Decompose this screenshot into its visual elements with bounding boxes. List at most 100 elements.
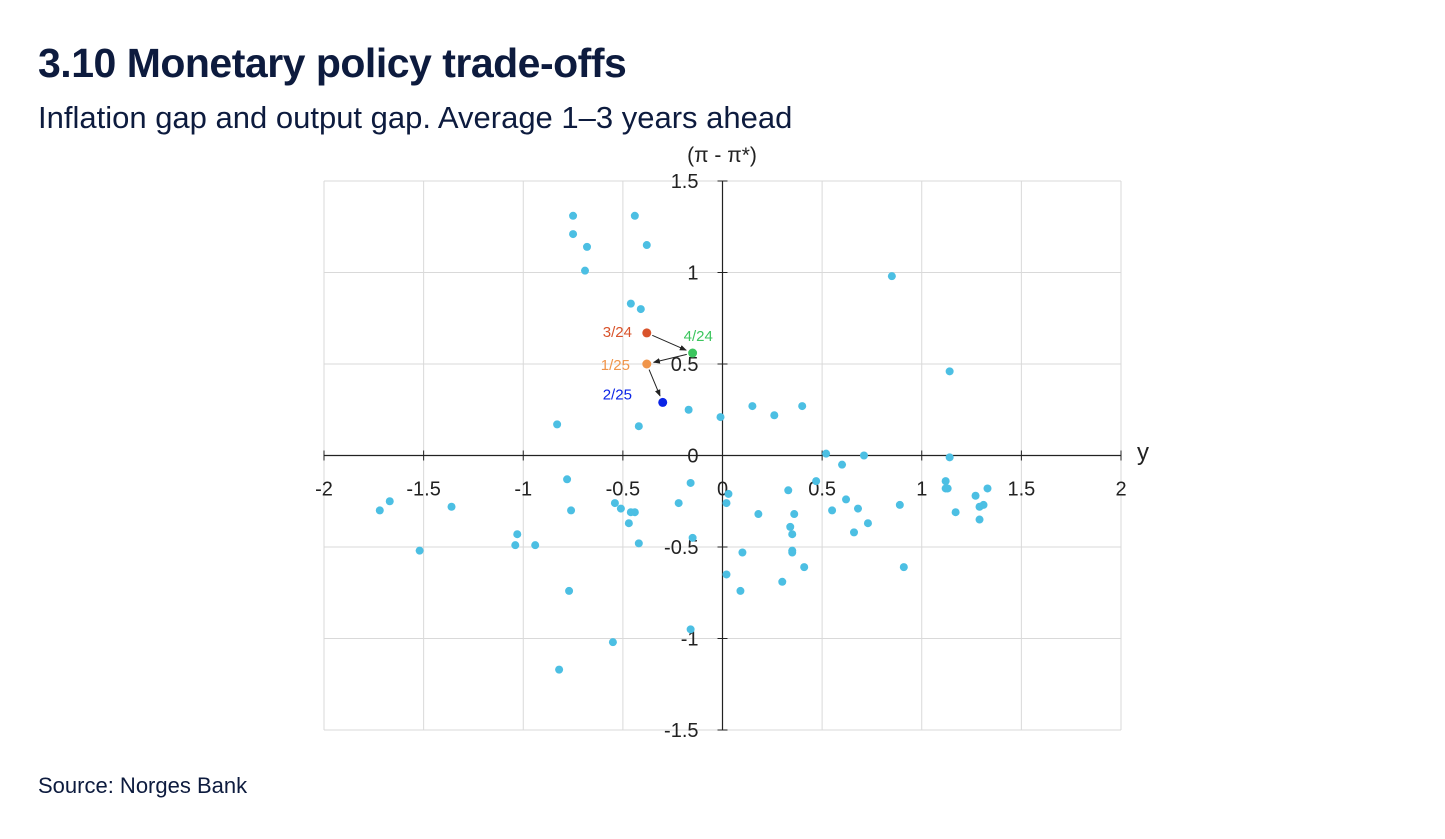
x-tick-label: -1 [514, 479, 532, 501]
history-point [626, 299, 635, 308]
history-point [555, 665, 564, 674]
data-points [375, 211, 992, 674]
history-point [754, 510, 763, 519]
history-point [895, 500, 904, 509]
history-point [941, 477, 950, 486]
history-point [770, 411, 779, 420]
history-point [945, 453, 954, 462]
history-point [945, 367, 954, 376]
history-point [790, 510, 799, 519]
chart-subtitle: Inflation gap and output gap. Average 1–… [38, 100, 793, 135]
history-point [788, 548, 797, 557]
x-axis-label: y [1137, 439, 1149, 466]
chart-title: 3.10 Monetary policy trade-offs [38, 40, 627, 86]
history-point [634, 539, 643, 548]
history-point [724, 489, 733, 498]
x-tick-label: -2 [315, 479, 333, 501]
history-point [842, 495, 851, 504]
x-tick-label: -0.5 [606, 479, 640, 501]
y-axis-label: (π - π*) [687, 144, 757, 167]
y-tick-label: 0 [687, 446, 698, 468]
history-point [674, 499, 683, 508]
y-tick-label: 1 [687, 263, 698, 285]
history-point [385, 497, 394, 506]
history-point [686, 625, 695, 634]
history-point [634, 422, 643, 431]
y-tick-label: -0.5 [664, 537, 698, 559]
history-point [778, 577, 787, 586]
x-tick-label: 1.5 [1007, 479, 1035, 501]
history-point [736, 586, 745, 595]
history-point [616, 504, 625, 513]
history-point [569, 211, 578, 220]
history-point [863, 519, 872, 528]
history-point [569, 230, 578, 239]
history-point [975, 515, 984, 524]
movement-arrow [652, 334, 687, 351]
labelled-point [688, 348, 698, 358]
labelled-point [642, 328, 652, 338]
history-point [375, 506, 384, 515]
history-point [624, 519, 633, 528]
history-point [563, 475, 572, 484]
y-tick-label: -1 [681, 629, 699, 651]
point-labels: 3/24 4/24 1/25 2/25 [601, 324, 713, 404]
history-point [812, 477, 821, 486]
axes: -2 -1.5 -1 -0.5 0 0.5 1 1.5 21.510.50-0.5-1-1.5 [315, 171, 1126, 742]
x-tick-label: 2 [1115, 479, 1126, 501]
history-point [567, 506, 576, 515]
history-point [828, 506, 837, 515]
movement-arrows [648, 334, 687, 397]
history-point [513, 530, 522, 539]
x-tick-label: 1 [916, 479, 927, 501]
history-point [415, 546, 424, 555]
source-note: Source: Norges Bank [38, 773, 248, 798]
history-point [553, 420, 562, 429]
history-point [531, 541, 540, 550]
x-tick-label: 0 [717, 479, 728, 501]
x-tick-label: -1.5 [406, 479, 440, 501]
history-point [748, 402, 757, 411]
history-point [951, 508, 960, 517]
history-point [636, 305, 645, 314]
history-point [784, 486, 793, 495]
labelled-point [642, 359, 652, 369]
history-point [688, 533, 697, 542]
history-point [630, 211, 639, 220]
history-point [722, 499, 731, 508]
history-point [975, 502, 984, 511]
history-point [684, 405, 693, 414]
history-point [800, 563, 809, 572]
history-point [786, 522, 795, 531]
y-tick-label: 0.5 [671, 354, 699, 376]
y-tick-label: -1.5 [664, 720, 698, 742]
history-point [608, 638, 617, 647]
history-point [899, 563, 908, 572]
movement-arrow [652, 353, 687, 364]
history-point [859, 451, 868, 460]
history-point [583, 242, 592, 251]
history-point [838, 460, 847, 469]
history-point [738, 548, 747, 557]
movement-arrow [648, 369, 661, 397]
y-tick-label: 1.5 [671, 171, 699, 193]
history-point [971, 491, 980, 500]
history-point [581, 266, 590, 275]
history-point [716, 413, 725, 422]
history-point [850, 528, 859, 537]
point-label: 2/25 [603, 386, 632, 403]
labelled-point [658, 397, 668, 407]
history-point [686, 478, 695, 487]
history-point [822, 449, 831, 458]
history-point [610, 499, 619, 508]
history-point [565, 586, 574, 595]
point-label: 1/25 [601, 357, 630, 374]
history-point [630, 508, 639, 517]
history-point [511, 541, 520, 550]
point-label: 4/24 [684, 328, 713, 345]
history-point [722, 570, 731, 579]
history-point [983, 484, 992, 493]
history-point [853, 504, 862, 513]
history-point [887, 272, 896, 281]
